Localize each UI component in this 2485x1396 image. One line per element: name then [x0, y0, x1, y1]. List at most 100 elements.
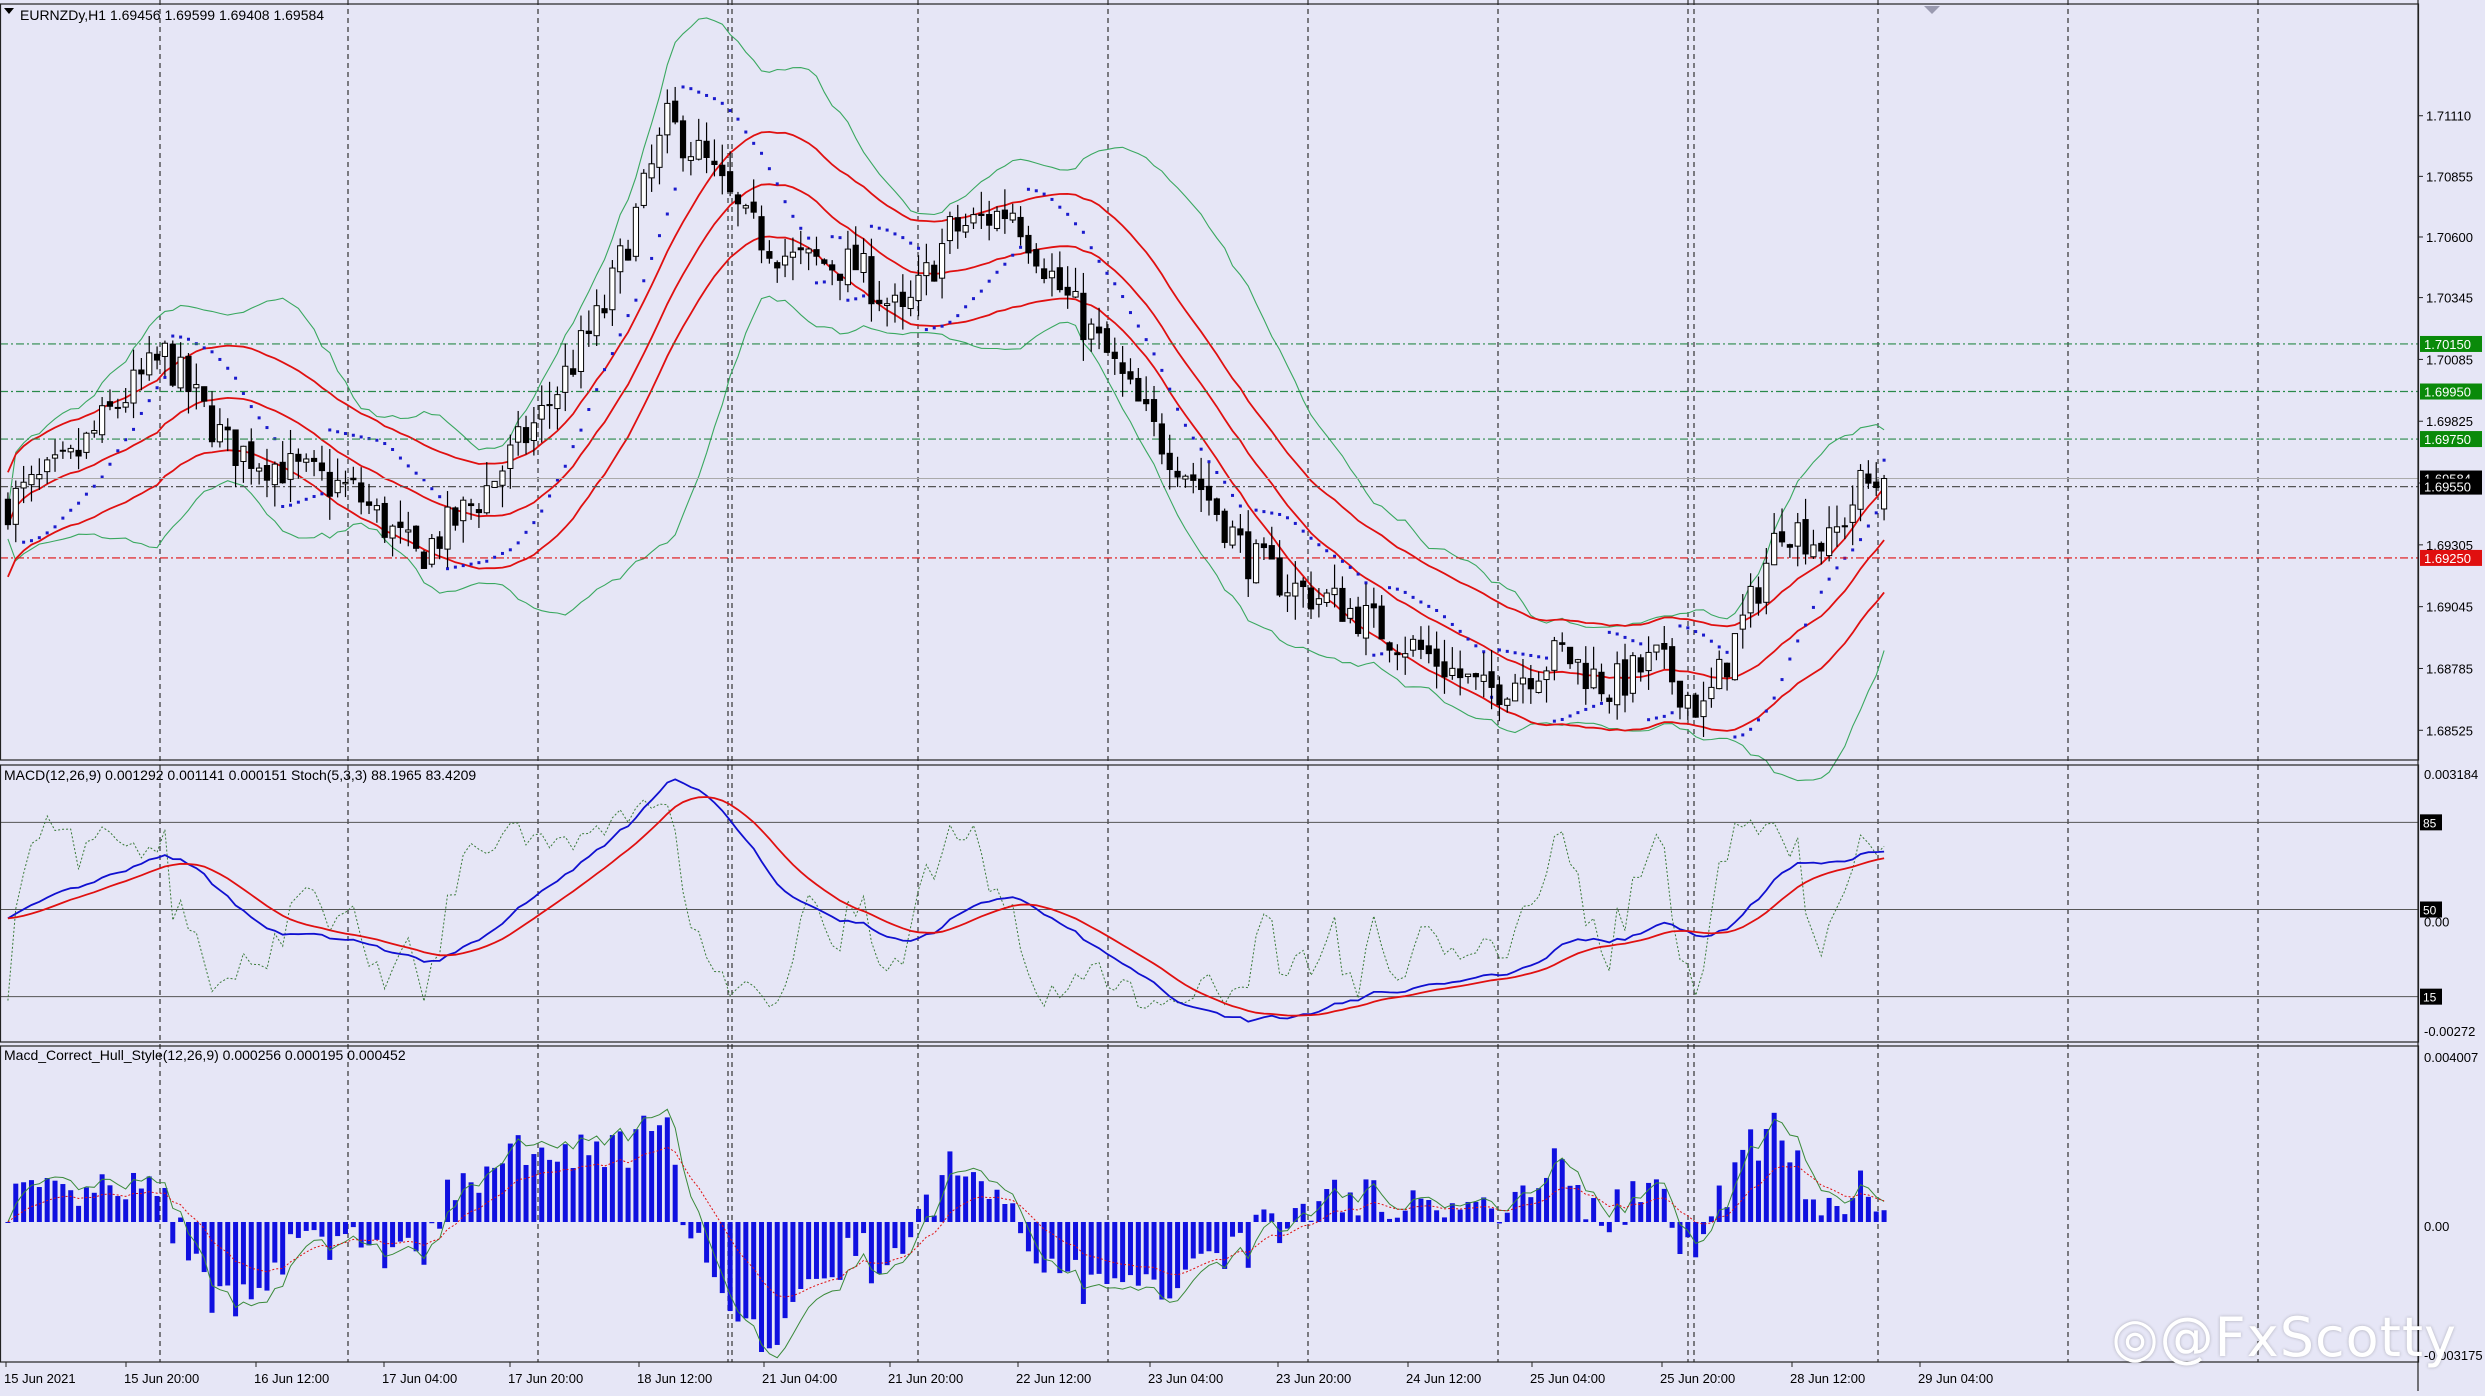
hist-bar [1724, 1207, 1730, 1222]
sar-dot [1278, 512, 1282, 516]
candle-bull [1402, 653, 1409, 658]
sar-dot [343, 432, 347, 436]
hist-bar [1763, 1129, 1769, 1222]
sar-dot [186, 337, 190, 341]
hist-bar [468, 1182, 474, 1222]
sar-dot [1647, 718, 1651, 722]
candle-bull [554, 394, 561, 410]
hist-bar [845, 1222, 851, 1238]
candle-bull [946, 216, 954, 242]
sar-dot [893, 232, 897, 236]
candle-bear [75, 449, 82, 457]
sar-dot [1403, 590, 1407, 594]
hist-bar [484, 1166, 490, 1222]
hist-bar [319, 1222, 325, 1237]
candle-bull [44, 459, 51, 473]
candle-bear [420, 551, 428, 569]
candle-bear [601, 308, 608, 314]
sar-dot [1756, 718, 1760, 722]
hist-bar [1693, 1222, 1699, 1258]
sar-dot [1380, 652, 1384, 656]
level-tag-label: 1.69950 [2424, 385, 2471, 400]
candle-bear [1174, 470, 1181, 478]
sar-dot [1607, 630, 1611, 634]
hist-bar [649, 1131, 655, 1222]
candle-bull [962, 225, 969, 233]
hist-bar [358, 1222, 364, 1248]
sar-dot [869, 224, 873, 228]
candle-bull [122, 402, 129, 408]
sar-dot [1128, 311, 1132, 315]
hist-bar [1716, 1185, 1722, 1222]
pane-frame [0, 764, 2420, 1043]
candle-bear [365, 501, 373, 506]
sar-dot [1670, 711, 1674, 715]
hist-bar [821, 1222, 827, 1279]
sar-dot [1450, 622, 1454, 626]
sar-dot [571, 445, 575, 449]
candle-bull [640, 172, 647, 206]
candle-bear [1033, 249, 1040, 267]
candle-bear [1237, 528, 1244, 536]
hist-bar [1065, 1222, 1071, 1272]
sar-dot [712, 97, 716, 101]
candle-bull [1826, 527, 1833, 557]
bollinger-lower [7, 295, 1885, 782]
candle-bear [1841, 525, 1848, 528]
candle-bull [444, 506, 451, 550]
sub2-axis-label: -0.003175 [2424, 1348, 2483, 1363]
candle-bull [491, 480, 498, 488]
hist-bar [303, 1222, 309, 1231]
hist-bar [366, 1222, 372, 1246]
price-tick-label: 1.70855 [2426, 169, 2473, 184]
hist-bar [288, 1222, 294, 1235]
sar-dot [281, 504, 285, 508]
hist-bar [861, 1222, 867, 1234]
candle-bear [1095, 326, 1103, 334]
candle-bear [1457, 668, 1464, 679]
hist-bar [1245, 1222, 1251, 1268]
sar-dot [579, 428, 583, 432]
hist-bar [523, 1164, 529, 1222]
sar-dot [77, 501, 81, 505]
candle-bear [1865, 473, 1872, 484]
sar-dot [383, 442, 387, 446]
candle-bear [475, 509, 483, 514]
candle-bull [91, 430, 98, 434]
sar-dot [1215, 470, 1219, 474]
hist-bar [1544, 1177, 1550, 1222]
price-tick-label: 1.68525 [2426, 723, 2473, 738]
sar-dot [1207, 460, 1211, 464]
hull-line [7, 1108, 1885, 1359]
candle-bull [530, 422, 537, 441]
sar-dot [618, 333, 622, 337]
sar-dot [1764, 709, 1768, 713]
hist-bar [766, 1222, 772, 1349]
candle-bear [1370, 603, 1377, 609]
sar-dot [1074, 222, 1078, 226]
hist-bar [923, 1194, 929, 1222]
sar-dot [964, 305, 968, 309]
hist-bar [1387, 1218, 1393, 1222]
hist-bar [1284, 1222, 1290, 1229]
candle-bull [632, 206, 640, 257]
sar-dot [1317, 543, 1321, 547]
sar-dot [218, 357, 222, 361]
hist-bar [1018, 1222, 1024, 1234]
sar-dot [1254, 508, 1258, 512]
candle-bear [797, 247, 804, 251]
sar-dot [932, 326, 936, 330]
sar-dot [830, 235, 834, 239]
sar-dot [1725, 650, 1729, 654]
sub2-header: Macd_Correct_Hull_Style(12,26,9) 0.00025… [4, 1047, 406, 1063]
time-label: 17 Jun 20:00 [508, 1371, 583, 1386]
hist-bar [327, 1222, 333, 1260]
candle-bear [1143, 399, 1150, 405]
time-label: 21 Jun 04:00 [762, 1371, 837, 1386]
hist-bar [1049, 1222, 1055, 1259]
sar-dot [1011, 253, 1015, 257]
sar-dot [1780, 678, 1784, 682]
candle-bull [303, 458, 310, 463]
